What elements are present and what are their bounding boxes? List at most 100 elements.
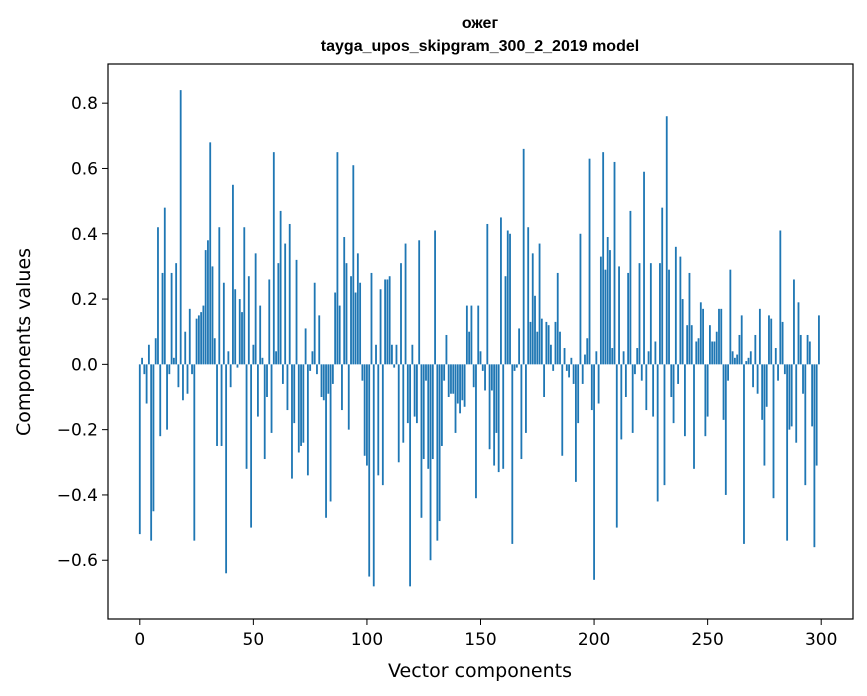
bar-247: [699, 302, 702, 365]
bar-240: [684, 364, 686, 437]
bar-2: [143, 364, 146, 375]
bar-74: [306, 364, 309, 476]
bar-259: [727, 364, 729, 381]
x-tick-label: 50: [243, 630, 265, 650]
bar-256: [720, 308, 723, 365]
bar-6: [152, 364, 155, 512]
chart-title: ожег: [462, 15, 499, 32]
bar-41: [232, 184, 234, 365]
bar-235: [672, 364, 675, 424]
bar-182: [552, 364, 555, 371]
bar-42: [234, 289, 237, 365]
bar-156: [493, 364, 496, 466]
bar-209: [613, 161, 616, 365]
x-tick-label: 200: [578, 630, 610, 650]
bar-271: [754, 334, 757, 365]
bar-275: [763, 364, 766, 466]
bar-141: [459, 364, 461, 414]
bar-226: [652, 364, 655, 417]
bar-189: [568, 364, 570, 378]
bar-258: [724, 364, 727, 495]
bar-111: [391, 344, 393, 365]
bar-142: [461, 364, 464, 401]
bar-154: [488, 364, 491, 450]
bar-216: [629, 210, 632, 365]
bar-10: [161, 272, 164, 365]
bar-63: [281, 364, 284, 384]
bar-56: [266, 364, 268, 397]
bar-17: [177, 364, 180, 388]
chart-subtitle: tayga_upos_skipgram_300_2_2019 model: [321, 38, 639, 55]
bar-49: [250, 364, 253, 528]
bar-117: [404, 243, 407, 365]
bar-208: [611, 348, 614, 365]
bar-61: [277, 263, 280, 365]
bar-157: [495, 364, 498, 433]
bar-161: [504, 276, 507, 365]
bar-175: [536, 331, 539, 365]
bar-37: [222, 282, 225, 365]
bar-180: [547, 325, 550, 365]
bar-295: [808, 341, 811, 365]
bar-95: [354, 292, 357, 365]
bar-40: [229, 364, 232, 388]
bar-174: [534, 295, 536, 365]
bar-178: [543, 364, 546, 397]
bar-285: [786, 364, 789, 541]
bar-286: [788, 364, 791, 430]
bar-76: [311, 351, 314, 365]
bar-80: [320, 364, 323, 397]
bar-13: [168, 364, 171, 375]
bar-215: [627, 272, 630, 365]
bar-39: [227, 351, 230, 365]
bar-225: [649, 263, 652, 365]
bar-150: [479, 351, 482, 365]
bar-241: [686, 325, 689, 365]
bar-3: [145, 364, 148, 404]
bar-138: [452, 364, 455, 394]
bar-53: [259, 305, 262, 365]
bar-149: [477, 305, 480, 365]
bar-110: [388, 276, 391, 365]
bar-155: [490, 364, 493, 391]
bar-282: [779, 230, 782, 365]
bar-11: [163, 207, 166, 365]
bar-290: [797, 302, 800, 365]
bar-246: [697, 338, 700, 365]
bar-233: [668, 269, 670, 365]
bar-253: [713, 341, 716, 365]
bar-50: [252, 344, 255, 365]
bar-82: [325, 364, 327, 518]
bar-47: [245, 364, 248, 469]
bar-260: [729, 269, 732, 365]
bar-196: [584, 354, 586, 365]
bar-140: [456, 364, 459, 404]
x-tick-label: 250: [691, 630, 723, 650]
bar-28: [202, 305, 205, 365]
bar-75: [309, 364, 312, 371]
bar-36: [220, 364, 223, 446]
bar-195: [581, 364, 584, 384]
bar-12: [166, 364, 168, 430]
bar-89: [341, 364, 343, 411]
bar-186: [561, 364, 564, 456]
bar-88: [338, 305, 341, 365]
bar-230: [661, 207, 664, 365]
bar-231: [663, 364, 666, 486]
bar-64: [284, 243, 287, 365]
bar-30: [207, 240, 209, 365]
bar-35: [218, 227, 221, 365]
y-tick-label: 0.6: [71, 159, 98, 179]
bar-65: [286, 364, 289, 411]
bar-173: [531, 253, 534, 365]
bar-179: [545, 321, 548, 365]
bar-293: [804, 364, 807, 486]
bar-269: [749, 351, 752, 365]
bar-245: [695, 341, 698, 365]
bar-106: [379, 289, 382, 365]
bar-281: [777, 364, 779, 381]
bar-121: [413, 364, 416, 417]
x-tick-label: 150: [464, 630, 496, 650]
bar-183: [554, 321, 557, 365]
bar-167: [518, 328, 521, 365]
